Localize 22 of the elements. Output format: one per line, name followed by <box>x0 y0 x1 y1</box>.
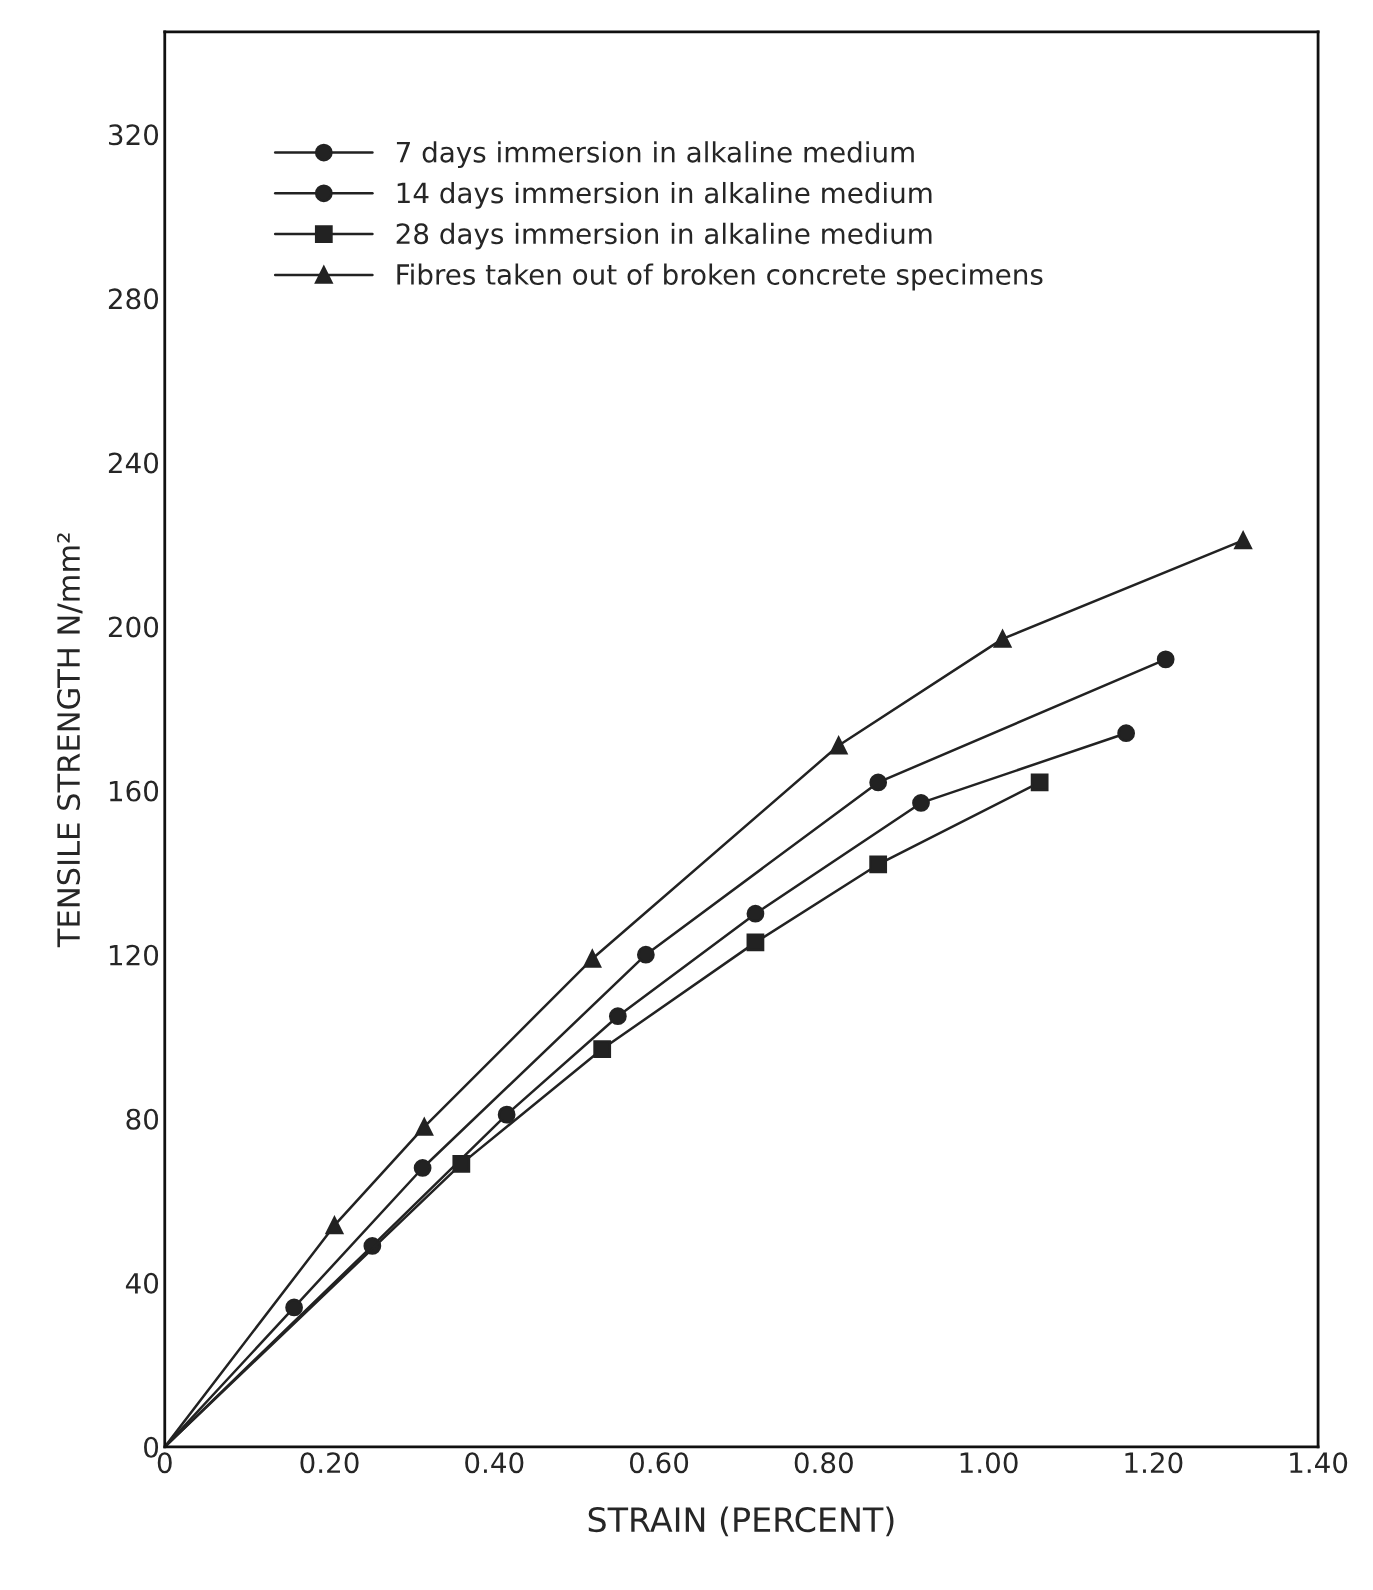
y-axis-title: TENSILE STRENGTH N/mm² <box>57 533 83 948</box>
x-tick-label: 0.20 <box>300 1452 359 1474</box>
y-tick-label: 120 <box>109 944 159 966</box>
x-tick-label: 0.80 <box>794 1452 853 1474</box>
legend-label: 14 days immersion in alkaline medium <box>397 181 932 209</box>
y-tick-label: 280 <box>108 288 159 310</box>
x-tick-label: 1.20 <box>1125 1452 1183 1474</box>
x-tick-label: 0.40 <box>465 1452 524 1474</box>
legend-label: Fibres taken out of broken concrete specimens <box>397 263 1043 291</box>
y-tick-label: 200 <box>108 616 159 638</box>
y-tick-label: 240 <box>108 452 159 474</box>
x-axis-title: STRAIN (PERCENT) <box>588 1506 894 1537</box>
y-tick-label: 320 <box>109 124 159 146</box>
legend-label: 7 days immersion in alkaline medium <box>396 141 914 169</box>
y-tick-label: 0 <box>144 1436 159 1458</box>
y-tick-label: 160 <box>109 780 159 802</box>
x-tick-label: 0.60 <box>629 1452 689 1474</box>
y-tick-label: 80 <box>126 1108 159 1130</box>
y-tick-label: 40 <box>125 1272 159 1294</box>
legend-label: 28 days immersion in alkaline medium <box>396 222 932 250</box>
x-tick-label: 1.40 <box>1290 1452 1348 1474</box>
x-tick-label: 1.00 <box>960 1452 1018 1474</box>
